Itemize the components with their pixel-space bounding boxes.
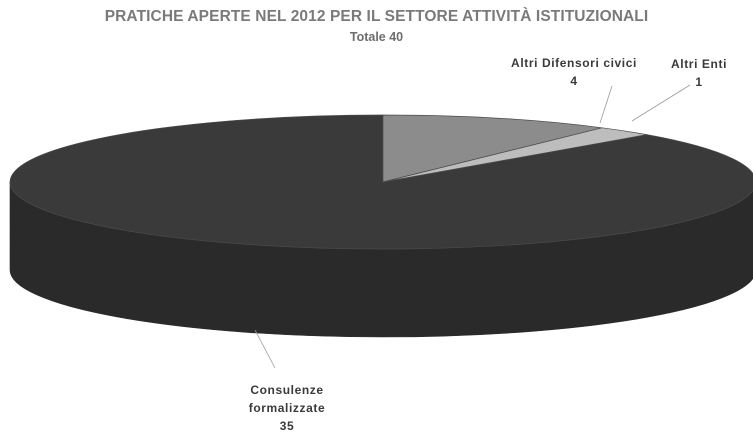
chart-title: PRATICHE APERTE NEL 2012 PER IL SETTORE …: [104, 8, 649, 25]
slice-label-2: Altri Enti 1: [671, 57, 727, 89]
slice-label-line-0-2: 35: [280, 419, 295, 433]
leader-line-0: [254, 329, 276, 369]
pie-slice-0: [9, 114, 753, 250]
slice-label-line-2-1: 1: [695, 75, 702, 89]
pie-slice-2: [382, 127, 647, 183]
slice-label-0: Consulenze formalizzate 35: [249, 383, 326, 433]
slice-label-line-0-0: Consulenze: [250, 383, 323, 397]
slice-label-1: Altri Difensori civici 4: [511, 56, 637, 88]
leader-line-2: [631, 84, 691, 122]
leader-line-1: [599, 85, 613, 124]
slice-label-line-0-1: formalizzate: [249, 401, 326, 415]
chart-subtitle: Totale 40: [349, 30, 404, 44]
slice-label-line-1-0: Altri Difensori civici: [511, 56, 637, 70]
slice-label-line-2-0: Altri Enti: [671, 57, 727, 71]
slice-label-line-1-1: 4: [570, 74, 577, 88]
pie-slice-1: [382, 114, 603, 183]
